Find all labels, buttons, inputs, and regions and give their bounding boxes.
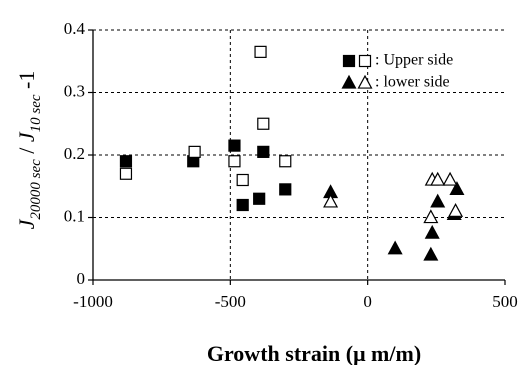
legend-square-open-icon — [358, 54, 372, 68]
y-label-j1: J — [14, 218, 39, 229]
square-filled-point — [279, 183, 292, 196]
legend-triangle-filled-icon — [341, 74, 357, 89]
x-tick-label: 0 — [363, 292, 372, 311]
legend-square-filled-icon — [342, 54, 356, 68]
triangle-open-point — [423, 209, 439, 224]
triangle-open-point — [448, 203, 464, 217]
square-filled-point — [228, 139, 241, 152]
triangle-open-point — [442, 171, 458, 186]
square-open-point — [257, 117, 270, 130]
square-filled-point — [257, 145, 270, 158]
y-tick-label: 0.2 — [64, 144, 85, 163]
triangle-open-point — [323, 193, 339, 208]
legend: : Upper side : lower side — [341, 52, 453, 91]
square-open-point — [119, 167, 133, 180]
square-open-point — [188, 145, 201, 158]
grid-lines — [93, 29, 505, 280]
square-open-point — [254, 45, 267, 58]
y-label-j2: J — [14, 131, 39, 142]
y-label-sub2: 10 sec — [28, 94, 44, 132]
triangle-filled-point — [424, 224, 440, 239]
triangle-filled-point — [387, 240, 403, 255]
y-axis-label: J20000 sec / J10 sec -1 — [14, 71, 44, 230]
y-label-slash: / — [14, 142, 39, 159]
square-filled-point — [253, 192, 266, 205]
square-open-point — [279, 155, 292, 168]
x-tick-label: -1000 — [73, 292, 113, 311]
square-filled-point — [236, 198, 249, 212]
legend-label: : lower side — [375, 74, 450, 91]
y-label-sub1: 20000 sec — [28, 159, 44, 220]
data-points — [119, 45, 465, 261]
legend-triangle-open-icon — [357, 74, 373, 89]
tick-labels: 0 0.1 0.2 0.3 0.4 -1000 -500 0 500 — [64, 19, 518, 311]
y-tick-label: 0.1 — [64, 206, 85, 225]
x-axis-label: Growth strain (μ m/m) — [207, 341, 421, 365]
y-label-minus-one: -1 — [14, 71, 39, 95]
x-tick-label: 500 — [492, 292, 518, 311]
square-open-point — [228, 155, 241, 168]
triangle-filled-point — [449, 181, 465, 196]
legend-label: : Upper side — [375, 52, 453, 69]
x-tick-label: -500 — [215, 292, 246, 311]
square-open-point — [236, 173, 249, 187]
triangle-filled-point — [430, 193, 446, 208]
triangle-open-point — [430, 171, 446, 186]
y-tick-label: 0.3 — [64, 81, 85, 100]
square-filled-point — [119, 155, 133, 168]
y-tick-label: 0.4 — [64, 19, 86, 38]
triangle-filled-point — [423, 246, 439, 261]
axes — [88, 29, 506, 285]
y-tick-label: 0 — [77, 269, 86, 288]
